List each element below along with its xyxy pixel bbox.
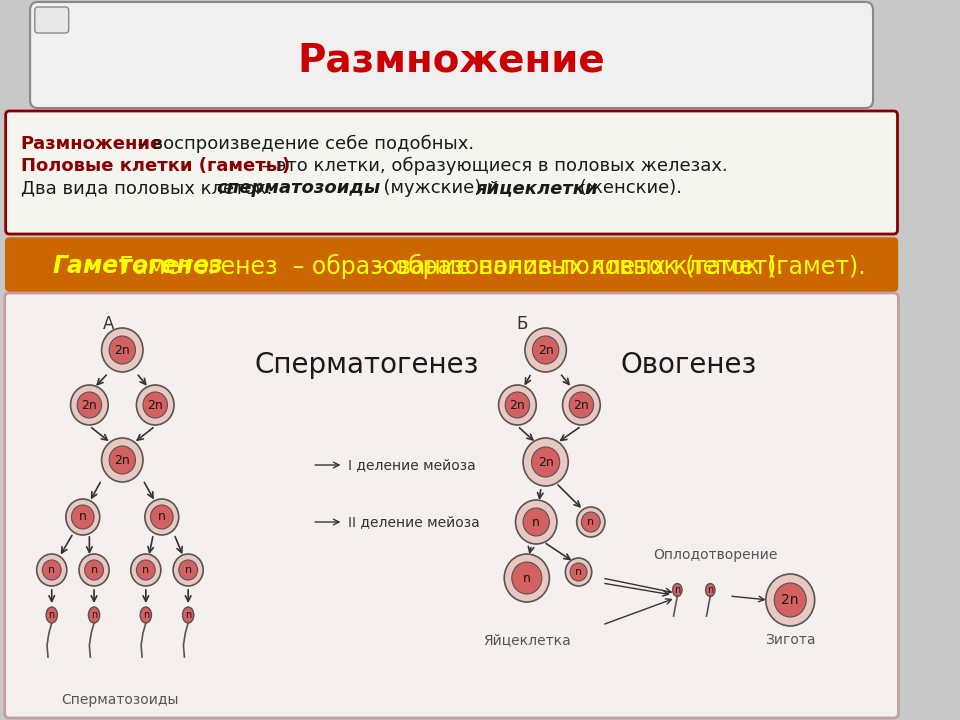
Text: n: n (532, 516, 540, 528)
Circle shape (109, 336, 135, 364)
Text: Гаметогенез  – образование половых клеток (гамет).: Гаметогенез – образование половых клеток… (119, 253, 784, 279)
Ellipse shape (140, 607, 152, 623)
Text: 2n: 2n (114, 454, 131, 467)
Text: n: n (142, 565, 150, 575)
Circle shape (563, 385, 600, 425)
Text: сперматозоиды: сперматозоиды (216, 179, 380, 197)
Text: Два вида половых клеток:: Два вида половых клеток: (21, 179, 278, 197)
Circle shape (516, 500, 557, 544)
Circle shape (42, 560, 61, 580)
Text: n: n (48, 565, 56, 575)
Text: Размножение: Размножение (298, 41, 606, 79)
Text: II деление мейоза: II деление мейоза (348, 515, 480, 529)
Circle shape (136, 560, 156, 580)
Circle shape (498, 385, 537, 425)
Circle shape (70, 385, 108, 425)
Text: 2n: 2n (573, 398, 589, 412)
Circle shape (36, 554, 67, 586)
Ellipse shape (46, 607, 58, 623)
Circle shape (582, 512, 600, 532)
Text: Овогенез: Овогенез (621, 351, 757, 379)
Text: Половые клетки (гаметы): Половые клетки (гаметы) (21, 157, 290, 175)
Circle shape (179, 560, 198, 580)
Text: 2n: 2n (147, 398, 163, 412)
Circle shape (569, 392, 593, 418)
FancyBboxPatch shape (35, 7, 69, 33)
Text: Яйцеклетка: Яйцеклетка (483, 633, 570, 647)
Circle shape (505, 392, 530, 418)
Text: n: n (185, 610, 191, 620)
FancyBboxPatch shape (6, 111, 898, 234)
Text: яйцеклетки: яйцеклетки (475, 179, 598, 197)
Ellipse shape (706, 583, 715, 596)
Circle shape (71, 505, 94, 529)
Text: n: n (90, 565, 98, 575)
Text: 2n: 2n (82, 398, 97, 412)
Text: – это клетки, образующиеся в половых железах.: – это клетки, образующиеся в половых жел… (256, 157, 728, 175)
Circle shape (173, 554, 204, 586)
Circle shape (131, 554, 161, 586)
Circle shape (66, 499, 100, 535)
Text: Сперматозоиды: Сперматозоиды (61, 693, 180, 707)
Text: А: А (103, 315, 114, 333)
Circle shape (775, 583, 806, 617)
Circle shape (136, 385, 174, 425)
Text: Сперматогенез: Сперматогенез (254, 351, 478, 379)
Ellipse shape (182, 607, 194, 623)
Circle shape (102, 438, 143, 482)
Text: n: n (184, 565, 192, 575)
Text: n: n (157, 510, 166, 523)
Text: n: n (91, 610, 97, 620)
Text: 2n: 2n (510, 398, 525, 412)
Ellipse shape (88, 607, 100, 623)
Ellipse shape (673, 583, 682, 596)
Text: – воспроизведение себе подобных.: – воспроизведение себе подобных. (132, 135, 474, 153)
Text: Гаметогенез: Гаметогенез (53, 254, 224, 278)
Text: n: n (588, 517, 594, 527)
FancyBboxPatch shape (5, 293, 899, 718)
Text: 2n: 2n (114, 343, 131, 356)
FancyBboxPatch shape (30, 2, 873, 108)
Circle shape (532, 447, 560, 477)
Circle shape (565, 558, 591, 586)
Text: n: n (523, 572, 531, 585)
Circle shape (504, 554, 549, 602)
Circle shape (766, 574, 815, 626)
Circle shape (523, 438, 568, 486)
Text: n: n (79, 510, 86, 523)
Text: Зигота: Зигота (765, 633, 815, 647)
Circle shape (143, 392, 167, 418)
Text: n: n (49, 610, 55, 620)
FancyBboxPatch shape (6, 238, 898, 291)
Text: n: n (674, 585, 681, 595)
Circle shape (145, 499, 179, 535)
Text: (женские).: (женские). (574, 179, 682, 197)
Circle shape (151, 505, 173, 529)
Text: Размножение: Размножение (21, 135, 163, 153)
Text: Оплодотворение: Оплодотворение (653, 548, 778, 562)
Circle shape (102, 328, 143, 372)
Circle shape (533, 336, 559, 364)
Text: I деление мейоза: I деление мейоза (348, 458, 476, 472)
Text: – образование половых клеток (гамет).: – образование половых клеток (гамет). (367, 253, 866, 279)
Text: 2n: 2n (538, 343, 554, 356)
Circle shape (577, 507, 605, 537)
Text: Б: Б (516, 315, 528, 333)
Circle shape (512, 562, 541, 594)
Circle shape (77, 392, 102, 418)
Text: n: n (143, 610, 149, 620)
Text: n: n (708, 585, 713, 595)
Circle shape (525, 328, 566, 372)
Text: 2n: 2n (781, 593, 799, 607)
Circle shape (79, 554, 109, 586)
Circle shape (109, 446, 135, 474)
Text: 2n: 2n (538, 456, 554, 469)
Circle shape (84, 560, 104, 580)
Circle shape (570, 563, 587, 581)
Circle shape (523, 508, 549, 536)
Text: (мужские) и: (мужские) и (372, 179, 504, 197)
Text: n: n (575, 567, 582, 577)
